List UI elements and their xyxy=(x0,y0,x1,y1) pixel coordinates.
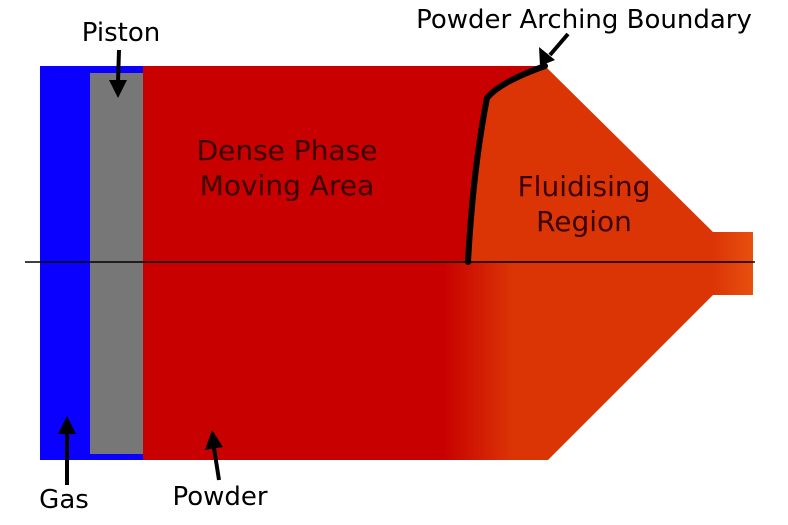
powder-arrow xyxy=(205,430,223,481)
transition-lower xyxy=(443,262,513,460)
dense-phase-label-line1: Dense Phase xyxy=(197,134,378,167)
arching-boundary-curve xyxy=(465,63,548,265)
powder-label: Powder xyxy=(172,482,267,512)
dense-phase-label-line2: Moving Area xyxy=(200,169,375,202)
nozzle-outlet xyxy=(713,232,753,295)
fluidising-label-line1: Fluidising xyxy=(518,170,651,203)
piston-label: Piston xyxy=(82,18,160,48)
fluidising-label-line2: Region xyxy=(536,205,632,238)
gas-arrow xyxy=(58,416,76,485)
piston-body xyxy=(90,73,143,454)
dense-phase-lower xyxy=(143,262,443,460)
dense-phase-area xyxy=(143,66,545,262)
gas-label: Gas xyxy=(39,485,89,515)
piston-arrow xyxy=(109,49,127,98)
boundary-arrow xyxy=(539,32,570,66)
boundary-label: Powder Arching Boundary xyxy=(416,5,752,35)
